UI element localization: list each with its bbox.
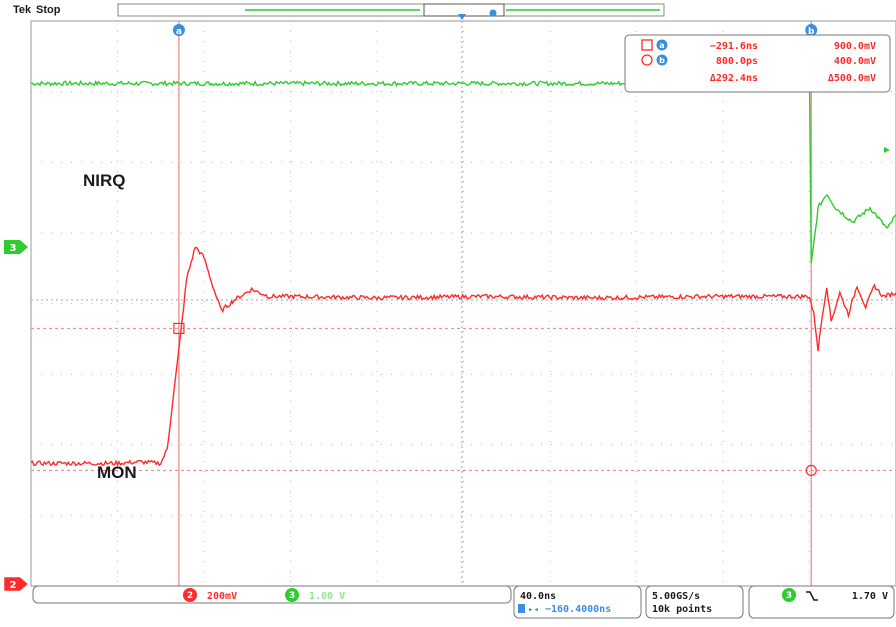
- cursor-b-badge-label: b: [659, 56, 665, 65]
- cursor-a-intersection-marker: [173, 322, 185, 334]
- cursor-b-tag-label: b: [808, 27, 815, 37]
- ch3-offscreen-marker: [884, 147, 890, 153]
- cursor-b-badge-icon: [656, 54, 668, 66]
- record-cursor-marker: [489, 9, 497, 17]
- cursor-a-time: −291.6ns: [710, 41, 758, 52]
- ch2-marker-label: 2: [10, 580, 17, 591]
- cursor-b-intersection-marker: [805, 464, 817, 476]
- ch3-scale: 1.00 V: [309, 591, 345, 602]
- trace-mon: [30, 246, 896, 467]
- record-length: 10k points: [652, 603, 712, 615]
- cursor-b-volt: 400.0mV: [834, 56, 876, 67]
- cursor-readout-panel: a b −291.6ns 900.0mV 800.0ps 400.0mV Δ29…: [624, 34, 891, 93]
- cursor-b-circle-icon: [641, 54, 653, 66]
- ch2-badge-icon[interactable]: [183, 588, 197, 602]
- cursor-readout-box: [624, 34, 891, 93]
- acquisition-state: Stop: [36, 4, 61, 16]
- cursor-a-badge-icon: [656, 39, 668, 51]
- cursor-a-tag[interactable]: a: [172, 24, 185, 37]
- ch3-ground-marker[interactable]: 3: [4, 240, 28, 254]
- ch2-badge-label: 2: [187, 591, 193, 601]
- timebase-box[interactable]: [513, 585, 642, 619]
- sample-rate: 5.00GS/s: [652, 591, 700, 602]
- cursor-layer: [31, 21, 896, 586]
- trigger-channel-label: 3: [786, 591, 792, 601]
- trigger-channel-icon: [782, 588, 796, 602]
- mon-label: MON: [97, 463, 137, 482]
- position-arrows-icon: ▸◂: [528, 605, 539, 615]
- cursor-delta-volt: Δ500.0mV: [828, 73, 876, 84]
- bottom-status-bar: 2 200mV 3 1.00 V 40.0ns ▸◂ −160.4000ns 5…: [32, 585, 895, 619]
- top-status-bar: Tek Stop: [13, 3, 665, 20]
- ch3-badge-icon[interactable]: [285, 588, 299, 602]
- cursor-a-square-icon: [641, 39, 653, 51]
- cursor-a-volt: 900.0mV: [834, 41, 876, 52]
- timebase-value: 40.0ns: [520, 591, 556, 602]
- cursor-a-tag-label: a: [176, 27, 182, 37]
- falling-edge-icon: [806, 591, 818, 601]
- ch3-marker-label: 3: [10, 243, 17, 254]
- horizontal-position: −160.4000ns: [545, 604, 611, 615]
- trigger-level: 1.70 V: [852, 591, 888, 602]
- cursor-delta-time: Δ292.4ns: [710, 73, 758, 84]
- nirq-label: NIRQ: [83, 171, 126, 190]
- ch2-ground-marker[interactable]: 2: [3, 576, 29, 592]
- vertical-scale-box[interactable]: [32, 585, 512, 604]
- ch3-badge-label: 3: [289, 591, 295, 601]
- cursor-b-time: 800.0ps: [716, 56, 758, 67]
- brand-logo: Tek: [13, 4, 32, 16]
- cursor-b-tag[interactable]: b: [805, 24, 818, 37]
- acquisition-box[interactable]: [645, 585, 744, 619]
- ch2-scale: 200mV: [207, 591, 237, 602]
- cursor-a-badge-label: a: [659, 41, 664, 50]
- horizontal-position-icon: [518, 604, 525, 613]
- trigger-position-marker[interactable]: [458, 14, 466, 20]
